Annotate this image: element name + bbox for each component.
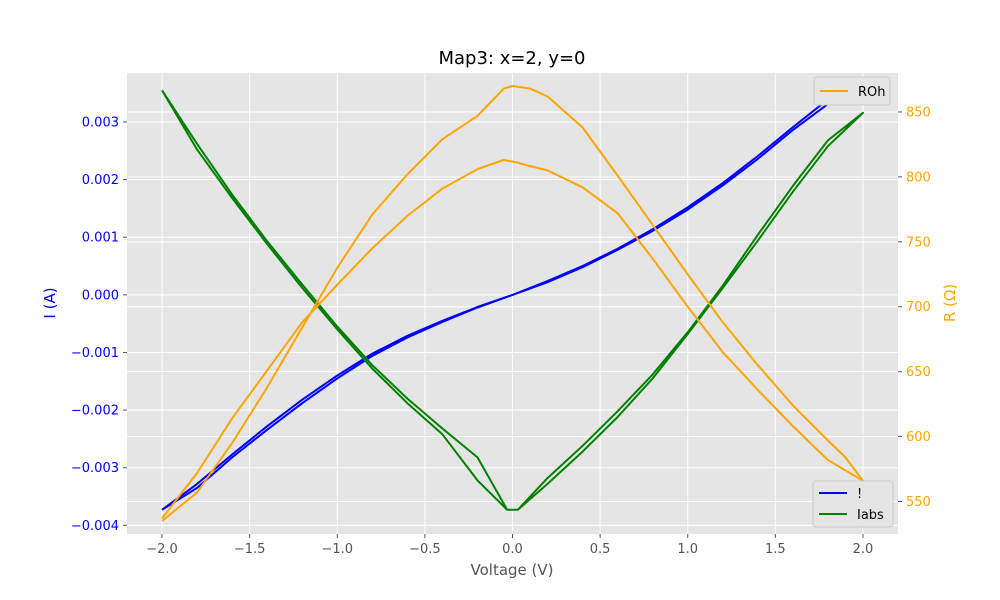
chart-title: Map3: x=2, y=0 <box>438 48 585 69</box>
legend-resistance-box <box>813 76 891 106</box>
x-tick-label: 0.0 <box>502 542 523 557</box>
right-y-tick-label: 650 <box>906 365 931 380</box>
legend-current: ! Iabs <box>812 480 894 528</box>
left-y-tick-label: −0.001 <box>71 346 119 361</box>
right-y-tick-label: 850 <box>906 105 931 120</box>
x-tick-label: −1.0 <box>321 542 353 557</box>
legend-resistance-label: ROh <box>858 85 886 100</box>
series-line-iabs <box>161 89 864 511</box>
left-y-tick-label: −0.004 <box>71 519 119 534</box>
right-y-tick-label: 600 <box>906 430 931 445</box>
x-axis-label: Voltage (V) <box>471 561 554 579</box>
x-tick-label: −2.0 <box>146 542 178 557</box>
left-y-axis-label: I (A) <box>41 287 59 318</box>
right-y-tick-label: 750 <box>906 235 931 250</box>
left-y-tick-label: 0.003 <box>82 115 119 130</box>
series-line-roh <box>161 85 864 522</box>
legend-resistance: ROh <box>813 76 891 106</box>
x-tick-label: 1.5 <box>765 542 786 557</box>
grid <box>127 73 898 534</box>
x-tick-label: 0.5 <box>590 542 611 557</box>
left-y-tick-label: 0.002 <box>82 173 119 188</box>
right-y-tick-label: 700 <box>906 300 931 315</box>
left-y-tick-label: 0.001 <box>82 231 119 246</box>
right-y-tick-label: 550 <box>906 495 931 510</box>
x-tick-label: −1.5 <box>234 542 266 557</box>
legend-iabs-label: Iabs <box>857 508 884 523</box>
left-y-tick-label: −0.003 <box>71 461 119 476</box>
left-y-tick-label: −0.002 <box>71 404 119 419</box>
right-y-axis-label: R (Ω) <box>941 284 959 322</box>
legend-current-label: ! <box>857 487 862 502</box>
left-y-tick-label: 0.000 <box>82 288 119 303</box>
x-tick-label: −0.5 <box>409 542 441 557</box>
x-tick-label: 2.0 <box>853 542 874 557</box>
right-y-tick-label: 800 <box>906 170 931 185</box>
axes-layer: −2.0 −1.5 −1.0 −0.5 0.0 0.5 1.0 1.5 2.0 −0.004 −0.… <box>71 105 931 557</box>
x-tick-label: 1.0 <box>677 542 698 557</box>
